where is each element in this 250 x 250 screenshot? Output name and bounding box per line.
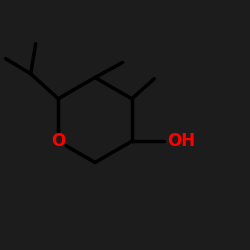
Text: O: O [51, 132, 65, 150]
Text: OH: OH [167, 132, 195, 150]
